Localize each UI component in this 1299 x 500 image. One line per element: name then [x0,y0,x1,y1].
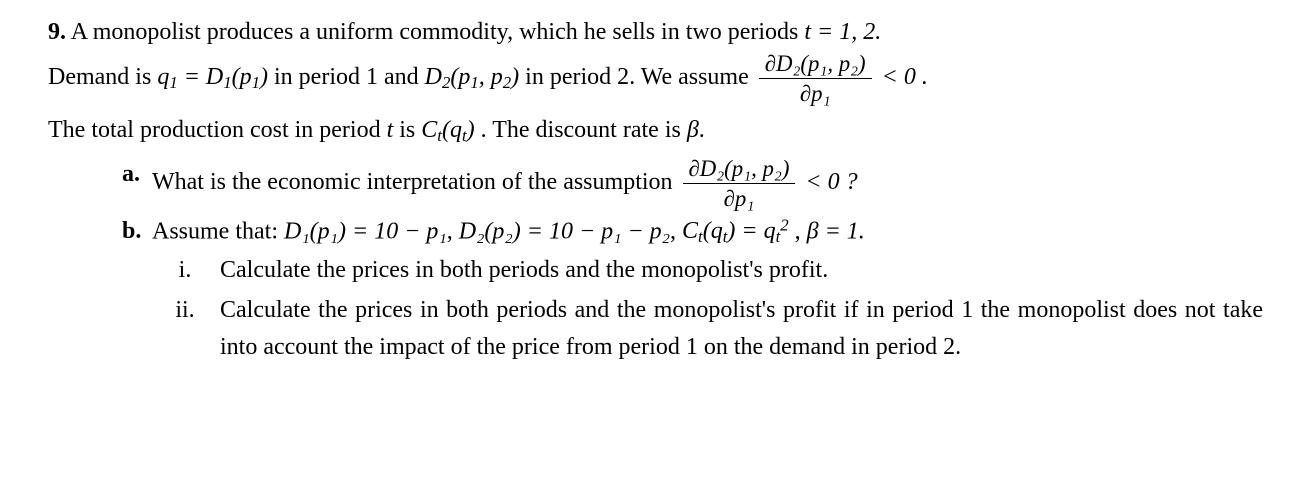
text-i: Calculate the prices in both periods and… [220,252,1263,289]
lt-zero: < 0 . [882,64,928,90]
t-equals: t = 1, 2. [804,19,881,45]
part-a-frac: ∂D₂(p₁, p₂) ∂p₁ [683,156,796,211]
d1-eq: D₁(p₁) = 10 − p₁ [284,218,447,244]
c-eq: Ct(qt) = qt2 [682,218,795,244]
part-b-label: b. [122,213,152,251]
is: is [399,117,421,143]
period: . [699,117,705,143]
ct-expr: Ct(qt) [421,117,480,143]
t-var: t [387,117,394,143]
q1-expr: q1 = D1(p1) [157,64,274,90]
label-ii: ii. [158,292,220,366]
part-b-i: i. Calculate the prices in both periods … [158,252,1263,289]
line2-mid: in period 1 and [274,64,425,90]
frac-num: ∂D₂(p₁, p₂) [759,51,872,79]
part-b: b. Assume that: D₁(p₁) = 10 − p₁, D₂(p₂)… [48,213,1263,251]
line2-suffix: in period 2. We assume [525,64,755,90]
frac-den: ∂p₁ [759,79,872,106]
beta: β [687,117,699,143]
question-number: 9. [48,19,66,45]
problem-9-container: 9. A monopolist produces a uniform commo… [0,0,1299,380]
d2-expr: D2(p1, p2) [425,64,526,90]
part-a-tail: < 0 ? [805,169,857,195]
beta-eq: β = 1. [807,218,865,244]
label-i: i. [158,252,220,289]
problem-intro: 9. A monopolist produces a uniform commo… [48,14,1263,106]
part-b-body: Assume that: D₁(p₁) = 10 − p₁, D₂(p₂) = … [152,213,1263,251]
part-b-subitems: i. Calculate the prices in both periods … [48,252,1263,366]
disc-text: . The discount rate is [481,117,687,143]
d2-eq: D₂(p₂) = 10 − p₁ − p₂ [459,218,670,244]
demand-prefix: Demand is [48,64,157,90]
assume-prefix: Assume that: [152,218,284,244]
part-a-text: What is the economic interpretation of t… [152,169,679,195]
part-a: a. What is the economic interpretation o… [48,156,1263,211]
intro-text-1: A monopolist produces a uniform commodit… [71,19,805,45]
cost-prefix: The total production cost in period [48,117,387,143]
part-a-body: What is the economic interpretation of t… [152,156,1263,211]
assumption-fraction: ∂D₂(p₁, p₂) ∂p₁ [759,51,872,106]
cost-discount-line: The total production cost in period t is… [48,112,1263,149]
part-a-label: a. [122,156,152,211]
part-b-ii: ii. Calculate the prices in both periods… [158,292,1263,366]
text-ii: Calculate the prices in both periods and… [220,292,1263,366]
